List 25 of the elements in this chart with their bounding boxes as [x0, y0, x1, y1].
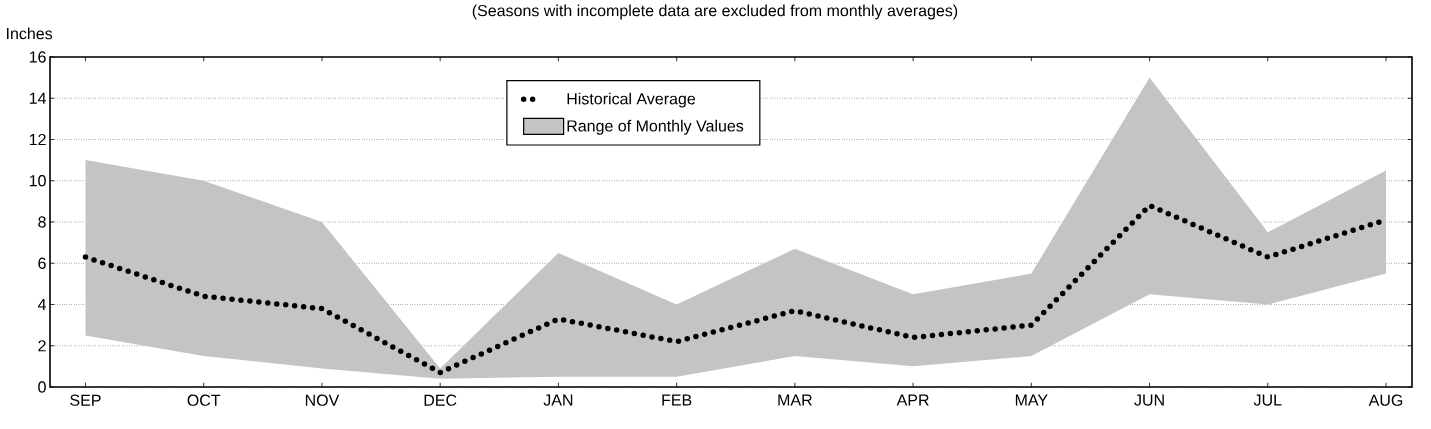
y-tick-label: 0	[38, 381, 46, 393]
x-tick-label: NOV	[305, 394, 340, 406]
x-tick-label: JUL	[1253, 394, 1282, 406]
x-tick-label: MAR	[778, 394, 812, 406]
y-tick-label: 16	[29, 51, 46, 63]
legend-label: Historical Average	[567, 92, 696, 108]
y-tick-label: 2	[38, 340, 46, 352]
x-tick-label: JAN	[543, 394, 573, 406]
y-tick-label: 14	[29, 92, 46, 104]
x-tick-label: APR	[896, 394, 929, 406]
chart-subtitle: (Seasons with incomplete data are excluded from monthly averages)	[472, 4, 958, 20]
x-tick-label: MAY	[1015, 394, 1048, 406]
y-tick-label: 12	[29, 133, 46, 146]
y-tick-label: 4	[37, 298, 46, 310]
y-tick-label: 6	[38, 257, 46, 269]
x-tick-label: OCT	[187, 394, 221, 406]
y-axis-title: Inches	[7, 27, 53, 40]
x-tick-label: FEB	[662, 394, 692, 406]
y-tick-label: 10	[29, 175, 46, 187]
y-tick-label: 8	[38, 216, 46, 228]
x-tick-label: SEP	[70, 394, 101, 406]
x-tick-label: DEC	[424, 394, 457, 406]
x-tick-label: JUN	[1134, 394, 1164, 406]
annotation: Range of Monthly Values	[567, 119, 744, 135]
x-tick-label: AUG	[1368, 394, 1403, 406]
